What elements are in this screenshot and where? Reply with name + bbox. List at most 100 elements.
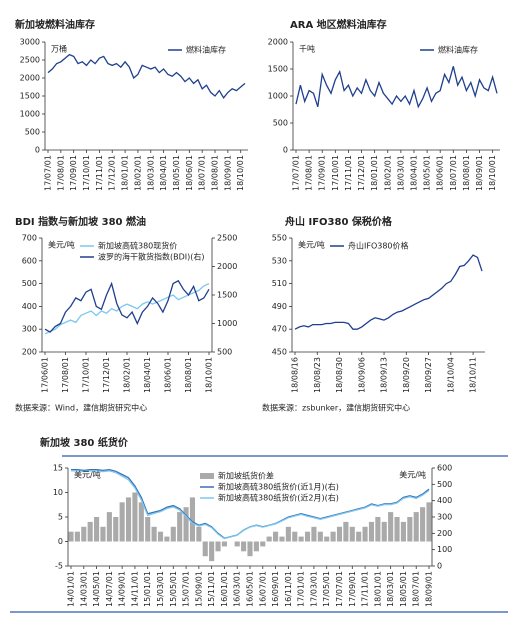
bar <box>221 541 227 547</box>
x-tick-label: 15/11/01 <box>207 571 216 607</box>
x-tick-label: 18/09/20 <box>402 357 411 393</box>
x-tick-label: 14/01/01 <box>67 571 76 607</box>
x-tick-label: 16/11/01 <box>284 571 293 607</box>
bar <box>426 502 432 542</box>
x-tick-label: 17/12/01 <box>102 357 111 393</box>
y2-tick-label: 100 <box>437 545 452 554</box>
bar <box>260 541 266 547</box>
bar <box>311 526 317 542</box>
x-tick-label: 18/07/01 <box>449 155 458 191</box>
y-tick-label: 530 <box>272 256 287 265</box>
y2-tick-label: 1000 <box>217 319 237 328</box>
legend-label: 燃料油库存 <box>186 45 226 55</box>
x-tick-label: 16/03/01 <box>233 571 242 607</box>
y-tick-label: 470 <box>272 325 287 334</box>
x-tick-label: 17/03/01 <box>309 571 318 607</box>
x-tick-label: 17/09/01 <box>318 155 327 191</box>
y-tick-label: 0 <box>283 146 288 155</box>
x-tick-label: 15/03/01 <box>156 571 165 607</box>
source-note: 数据来源：Wind，建信期货研究中心 <box>15 403 147 413</box>
x-tick-label: 18/10/01 <box>205 357 214 393</box>
y-tick-label: 10 <box>53 488 63 497</box>
x-tick-label: 18/08/30 <box>335 357 344 393</box>
x-tick-label: 16/07/01 <box>258 571 267 607</box>
bar <box>407 517 413 542</box>
bar <box>298 536 304 542</box>
chart-title: 新加坡 380 纸货价 <box>40 436 129 449</box>
bar <box>381 521 387 542</box>
bar <box>196 526 202 542</box>
y-tick-label: 700 <box>22 234 37 243</box>
x-tick-label: 16/09/01 <box>271 571 280 607</box>
x-tick-label: 18/03/01 <box>396 155 405 191</box>
x-tick-label: 18/08/23 <box>313 357 322 393</box>
y-tick-label: 500 <box>25 128 40 137</box>
x-tick-label: 16/01/01 <box>220 571 229 607</box>
x-tick-label: 18/04/01 <box>409 155 418 191</box>
bar <box>324 536 330 542</box>
bar <box>189 497 196 542</box>
bar <box>81 526 87 542</box>
x-tick-label: 17/08/01 <box>305 155 314 191</box>
y-tick-label: 15 <box>53 464 63 473</box>
y2-tick-label: 400 <box>437 496 452 505</box>
legend-label: 新加坡高硫380纸货价(近1月)(右) <box>218 482 339 492</box>
y2-tick-label: 2000 <box>217 262 237 271</box>
bar <box>400 521 406 542</box>
x-tick-label: 17/12/01 <box>108 155 117 191</box>
bar <box>125 497 132 542</box>
x-tick-label: 18/08/01 <box>211 155 220 191</box>
x-tick-label: 18/01/01 <box>373 571 382 607</box>
x-tick-label: 17/11/01 <box>344 155 353 191</box>
bar <box>394 517 400 542</box>
y-tick-label: 450 <box>272 348 287 357</box>
x-tick-label: 17/01/01 <box>297 571 306 607</box>
x-tick-label: 18/07/01 <box>412 571 421 607</box>
legend-label: 新加坡纸货价差 <box>218 471 274 481</box>
bar <box>343 521 349 542</box>
y-tick-label: 2500 <box>20 56 40 65</box>
bar <box>170 526 176 542</box>
bar <box>215 541 221 552</box>
line-series <box>44 279 210 333</box>
legend-label: 燃料油库存 <box>438 45 478 55</box>
bar <box>266 536 272 542</box>
x-tick-label: 18/03/01 <box>386 571 395 607</box>
bar <box>356 531 362 542</box>
x-tick-label: 17/09/01 <box>69 155 78 191</box>
source-note: 数据来源：zsbunker，建信期货研究中心 <box>262 403 410 413</box>
bar <box>273 531 279 542</box>
x-tick-label: 18/04/01 <box>143 357 152 393</box>
x-tick-label: 14/07/01 <box>105 571 114 607</box>
chart-title: BDI 指数与新加坡 380 燃油 <box>15 215 146 228</box>
x-tick-label: 17/12/01 <box>357 155 366 191</box>
x-tick-label: 18/09/01 <box>223 155 232 191</box>
y-unit: 美元/吨 <box>74 470 101 480</box>
x-tick-label: 17/07/01 <box>44 155 53 191</box>
x-tick-label: 18/10/01 <box>488 155 497 191</box>
bar <box>349 526 355 542</box>
bar <box>164 536 170 542</box>
y-tick-label: 510 <box>272 279 287 288</box>
x-tick-label: 18/01/01 <box>121 155 130 191</box>
y-tick-label: 490 <box>272 302 287 311</box>
bar <box>177 512 183 542</box>
bar <box>330 531 336 542</box>
y-tick-label: 0 <box>58 537 63 546</box>
bar <box>317 531 323 542</box>
bar <box>362 526 368 542</box>
chart-title: 舟山 IFO380 保税价格 <box>285 215 393 228</box>
y2-tick-label: 500 <box>217 348 232 357</box>
y-tick-label: 600 <box>22 256 37 265</box>
x-tick-label: 17/05/01 <box>322 571 331 607</box>
x-tick-label: 18/09/01 <box>425 571 434 607</box>
y-tick-label: 500 <box>22 279 37 288</box>
x-tick-label: 18/09/06 <box>357 357 366 393</box>
x-tick-label: 18/10/01 <box>236 155 245 191</box>
y-tick-label: 2000 <box>268 38 288 47</box>
x-tick-label: 17/09/01 <box>348 571 357 607</box>
x-tick-label: 17/11/01 <box>361 571 370 607</box>
x-tick-label: 17/10/01 <box>82 155 91 191</box>
bar <box>234 541 240 547</box>
x-tick-label: 17/07/01 <box>335 571 344 607</box>
